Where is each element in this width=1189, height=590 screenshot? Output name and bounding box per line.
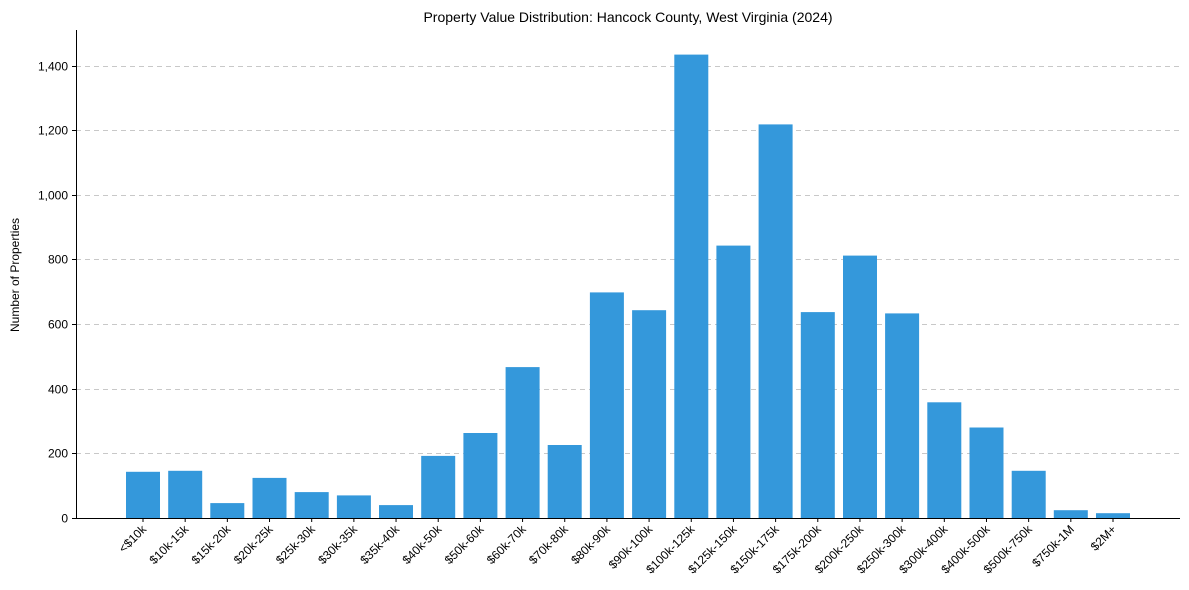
x-tick-label: $40k-50k <box>400 522 446 568</box>
bar <box>505 367 540 518</box>
y-tick-label: 1,200 <box>38 124 68 138</box>
y-tick-label: 1,400 <box>38 60 68 74</box>
grid-lines <box>76 66 1180 454</box>
bar <box>421 455 456 518</box>
x-axis-ticks: <$10k$10k-15k$15k-20k$20k-25k$25k-30k$30… <box>116 518 1119 576</box>
bar <box>674 54 709 518</box>
bars <box>126 54 1130 519</box>
bar <box>716 245 751 518</box>
y-tick-label: 200 <box>48 447 68 461</box>
bar <box>126 471 160 518</box>
bar <box>843 255 877 518</box>
y-tick-label: 1,000 <box>38 189 68 203</box>
bar <box>210 503 245 518</box>
y-tick-label: 0 <box>61 512 68 526</box>
bar <box>294 492 329 518</box>
x-tick-label: $750k-1M <box>1029 522 1077 570</box>
x-tick-label: $30k-35k <box>315 522 361 568</box>
bar <box>758 124 793 519</box>
x-tick-label: $25k-30k <box>273 522 319 568</box>
x-tick-label: $10k-15k <box>147 522 193 568</box>
bar <box>927 402 962 518</box>
x-tick-label: $15k-20k <box>189 522 235 568</box>
x-tick-label: $35k-40k <box>357 522 403 568</box>
bar <box>336 495 371 518</box>
bar <box>547 445 582 518</box>
y-tick-label: 400 <box>48 383 68 397</box>
axes <box>76 30 1180 519</box>
y-tick-label: 800 <box>48 253 68 267</box>
bar <box>969 427 1004 518</box>
y-axis-label: Number of Properties <box>8 218 22 332</box>
y-axis-ticks: 0 200 400 600 800 1,000 1,200 1,400 <box>38 60 76 526</box>
x-tick-label: $20k-25k <box>231 522 277 568</box>
bar <box>379 505 413 518</box>
bar <box>463 433 498 518</box>
x-tick-label: $2M+ <box>1088 522 1119 553</box>
bar <box>1011 470 1046 518</box>
bar <box>1053 510 1088 518</box>
bar <box>800 312 835 518</box>
bar <box>252 477 287 518</box>
x-tick-label: $60k-70k <box>484 522 530 568</box>
bar <box>589 292 624 518</box>
bar <box>885 313 920 518</box>
x-tick-label: $50k-60k <box>442 522 488 568</box>
bar <box>1096 513 1130 518</box>
chart-title: Property Value Distribution: Hancock Cou… <box>423 9 832 25</box>
bar <box>168 470 203 518</box>
x-tick-label: $70k-80k <box>526 522 572 568</box>
bar <box>632 310 667 518</box>
x-tick-label: <$10k <box>116 522 150 556</box>
y-tick-label: 600 <box>48 318 68 332</box>
